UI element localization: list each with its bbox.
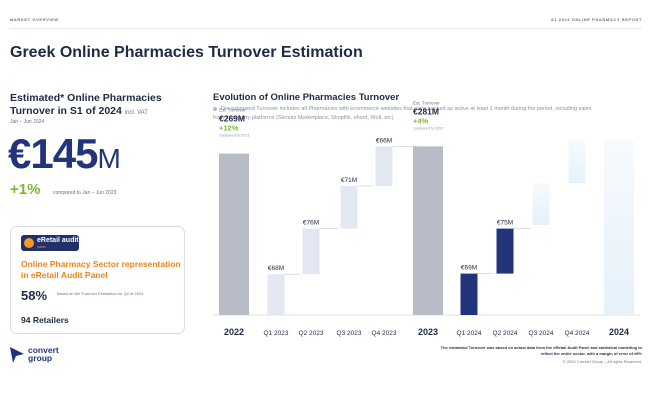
total-annotation-label: Est. Turnover [413,100,440,105]
eretail-logo-icon [24,238,34,248]
bar-q4-2024 [568,141,586,183]
summary-value-number: €145 [8,130,98,177]
total-annotation-change: +4% [413,116,429,125]
category-label: 2023 [418,327,438,337]
summary-period: Jan – Jun 2024 [10,119,45,125]
eretail-badge-sub: panel [37,245,46,249]
eretail-badge-text: eRetail audit [37,237,79,244]
section-label: MARKET OVERVIEW [10,17,59,22]
category-label: Q4 2024 [565,330,590,337]
summary-vat: incl. VAT [124,110,148,116]
convert-group-logo-icon [10,347,24,363]
summary-growth-note: compared to Jan – Jun 2023 [53,190,117,196]
bar-2022 [219,153,249,315]
total-annotation-note: compared to 2022 [413,126,444,130]
summary-title-text: Estimated* Online Pharmacies Turnover in… [10,92,162,117]
value-label: €66M [376,137,392,144]
category-label: Q1 2024 [457,330,482,337]
logo-line-1: convert [28,345,59,355]
value-label: €75M [497,220,513,227]
chart-title: Evolution of Online Pharmacies Turnover [213,92,400,103]
bar-q3-2023 [340,186,358,229]
bar-q1-2023 [267,274,285,315]
copyright: © 2024 Convert Group – All rights Reserv… [562,359,642,364]
panel-card-percent: 58% [21,288,48,303]
eretail-badge: eRetail audit panel [21,235,79,251]
bar-q4-2023 [375,146,393,186]
summary-title: Estimated* Online Pharmacies Turnover in… [10,92,200,120]
value-label: €68M [268,265,284,272]
panel-card: eRetail audit panel Online Pharmacy Sect… [10,226,185,334]
bar-2023 [413,146,443,315]
value-label: €69M [461,265,477,272]
bullet-dot [213,106,217,111]
chart-subtitle-text: The estimated Turnover includes all Phar… [213,106,592,121]
header-divider [10,28,642,29]
summary-value-unit: M [97,143,120,174]
summary-growth: +1% [10,181,41,198]
bar-q2-2023 [302,228,320,275]
category-label: Q4 2023 [372,330,397,337]
panel-card-heading: Online Pharmacy Sector representation in… [21,259,181,280]
category-label: 2024 [609,327,629,337]
report-label: S1 2024 ONLINE PHARMACY REPORT [550,17,642,22]
total-annotation-change: +12% [219,124,239,133]
category-label: Q3 2023 [337,330,362,337]
bar-q1-2024 [460,273,478,315]
bar-q2-2024 [496,228,514,274]
bar-q3-2024 [532,183,550,225]
logo-line-2: group [28,353,53,363]
category-label: 2022 [224,327,244,337]
category-label: Q2 2024 [493,330,518,337]
total-annotation-value: €281M [413,106,439,116]
page-title: Greek Online Pharmacies Turnover Estimat… [10,44,363,61]
total-annotation-value: €269M [219,114,245,124]
convert-group-logo: convert group [28,345,68,363]
category-label: Q3 2024 [529,330,554,337]
footnote: The estimated Turnover was based on actu… [440,345,642,356]
total-annotation-note: compared to 2021 [219,134,250,138]
value-label: €71M [341,177,357,184]
category-label: Q2 2023 [299,330,324,337]
total-annotation-label: Est. Turnover [219,108,246,113]
summary-value: €145M [8,130,121,178]
value-label: €76M [303,220,319,227]
panel-card-retailers: 94 Retailers [21,315,69,325]
bar-2024 [604,141,634,315]
category-label: Q1 2023 [264,330,289,337]
panel-card-percent-note: based on the Turnover Estimation for Q2 … [57,291,144,296]
chart-subtitle: The estimated Turnover includes all Phar… [213,105,593,123]
